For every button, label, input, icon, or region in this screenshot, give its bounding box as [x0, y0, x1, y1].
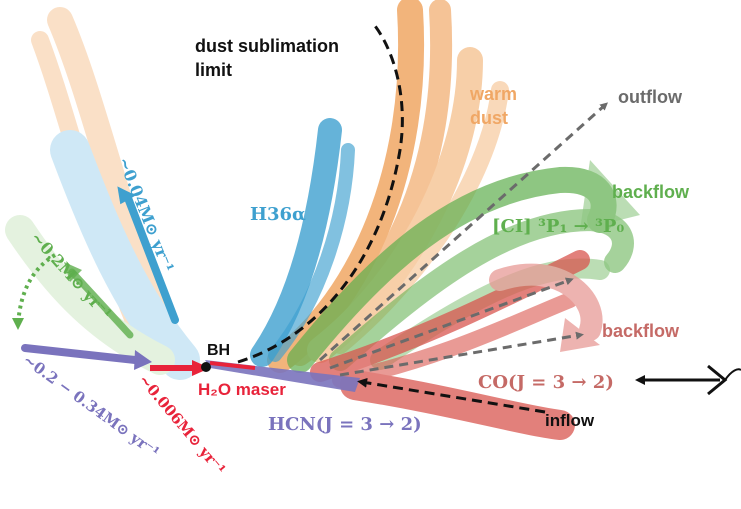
co-flow: [310, 250, 603, 440]
h36-plume: [250, 118, 355, 367]
backflow-bottom-label: backflow: [602, 321, 680, 341]
dust-sublimation-label-2: limit: [195, 60, 232, 80]
inflow-label: inflow: [545, 411, 595, 430]
ci-label: [CI] ³P₁ → ³P₀: [492, 216, 624, 237]
black-hole-marker: [201, 362, 211, 372]
co-label: CO(J = 3 → 2): [478, 372, 614, 393]
observer-eye-icon: [635, 364, 741, 396]
warm-dust-label-2: dust: [470, 108, 508, 128]
h36-label: H36α: [250, 204, 306, 225]
dust-sublimation-curve: [237, 21, 404, 364]
outflow-label: outflow: [618, 87, 683, 107]
backflow-top-label: backflow: [612, 182, 690, 202]
rate-hcn-label: ~0.2 − 0.34M⊙ yr⁻¹: [20, 351, 163, 462]
grey-flow-arrows: [318, 102, 608, 377]
h2o-maser-arrow: [150, 360, 256, 376]
dust-sublimation-label-1: dust sublimation: [195, 36, 339, 56]
bh-label: BH: [207, 342, 230, 359]
h2o-maser-label: H₂O maser: [198, 380, 286, 399]
left-dust-plume: [5, 7, 200, 380]
hcn-label: HCN(J = 3 → 2): [268, 414, 422, 435]
warm-dust-label-1: warm: [469, 84, 517, 104]
left-flow-arrows: [12, 186, 179, 370]
